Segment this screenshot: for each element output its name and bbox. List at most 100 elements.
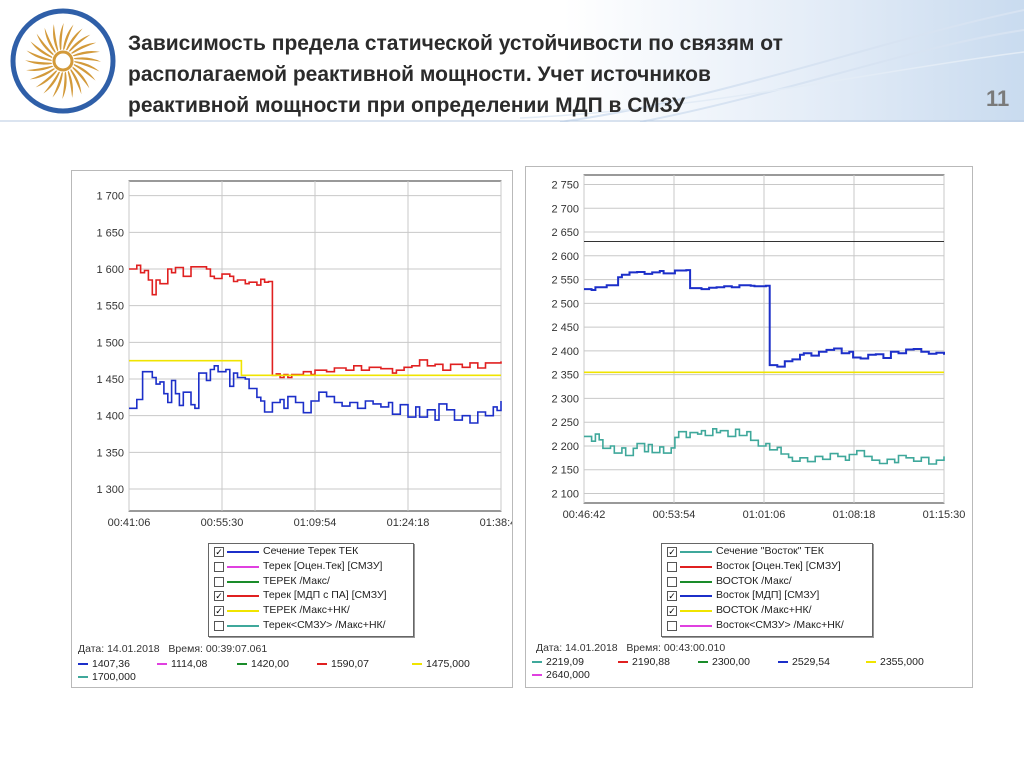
legend-checkbox[interactable]	[214, 561, 224, 572]
legend-checkbox[interactable]	[214, 576, 224, 587]
y-tick-label: 2 450	[551, 322, 579, 334]
legend-item[interactable]: ✓ Сечение Терек ТЕК	[209, 544, 413, 559]
legend-checkbox[interactable]: ✓	[667, 606, 677, 617]
legend-checkbox[interactable]	[667, 561, 677, 572]
legend-checkbox[interactable]: ✓	[214, 591, 224, 602]
legend-checkbox[interactable]: ✓	[214, 547, 224, 557]
cursor-value: 2640,000	[532, 669, 590, 681]
x-tick-label: 00:53:54	[653, 509, 696, 521]
y-tick-label: 2 350	[551, 370, 579, 382]
cursor-value-text: 2219,09	[546, 656, 584, 668]
legend-item[interactable]: Восток<СМЗУ> /Макс+НК/	[662, 618, 872, 633]
y-tick-label: 1 600	[96, 264, 124, 276]
x-tick-label: 01:09:54	[294, 517, 337, 529]
cursor-value-swatch	[618, 661, 628, 664]
series-line-3	[129, 264, 502, 379]
logo-ray	[35, 70, 58, 88]
cursor-value: 2300,00	[698, 656, 750, 668]
logo-ray	[73, 57, 101, 62]
legend-checkbox[interactable]: ✓	[667, 591, 677, 602]
x-tick-label: 01:15:30	[923, 509, 966, 521]
cursor-value-text: 1407,36	[92, 658, 130, 670]
y-tick-label: 1 350	[96, 447, 124, 459]
cursor-value-text: 1475,000	[426, 658, 470, 670]
legend-item[interactable]: ✓ ВОСТОК /Макс+НК/	[662, 603, 872, 618]
series-line-3	[584, 269, 945, 368]
legend-label: ТЕРЕК /Макс/	[263, 574, 330, 587]
cursor-value-swatch	[412, 663, 422, 666]
legend-swatch	[227, 551, 259, 553]
legend-swatch	[227, 580, 259, 583]
legend-swatch	[680, 551, 712, 553]
logo-ray	[25, 60, 53, 65]
cursor-value-swatch	[78, 663, 88, 666]
legend-item[interactable]: Восток [Оцен.Тек] [СМЗУ]	[662, 559, 872, 574]
legend-item[interactable]: ✓ Сечение "Восток" ТЕК	[662, 544, 872, 559]
legend-item[interactable]: ✓ ТЕРЕК /Макс+НК/	[209, 603, 413, 618]
legend-checkbox[interactable]: ✓	[667, 547, 677, 557]
cursor-value-swatch	[237, 663, 247, 666]
y-tick-label: 2 100	[551, 488, 579, 500]
logo-ray	[30, 41, 53, 59]
cursor-value-text: 2300,00	[712, 656, 750, 668]
cursor-value-swatch	[698, 661, 708, 664]
logo-ray	[53, 24, 59, 52]
logo-ray	[65, 28, 83, 51]
logo-ray	[43, 71, 61, 94]
x-tick-label: 01:24:18	[387, 517, 430, 529]
info-vostok: Дата: 14.01.2018 Время: 00:43:00.010	[536, 642, 725, 654]
legend-label: ВОСТОК /Макс+НК/	[716, 604, 812, 617]
cursor-value: 2190,88	[618, 656, 670, 668]
legend-checkbox[interactable]	[214, 620, 224, 631]
series-line-0	[129, 365, 502, 424]
legend-swatch	[227, 624, 259, 627]
legend-label: Восток [Оцен.Тек] [СМЗУ]	[716, 559, 841, 572]
legend-label: ВОСТОК /Макс/	[716, 574, 792, 587]
date-label: Дата:	[536, 642, 563, 654]
legend-checkbox[interactable]	[667, 620, 677, 631]
cursor-value: 1420,00	[237, 658, 289, 670]
logo-ray	[29, 68, 56, 80]
legend-swatch	[680, 565, 712, 568]
y-tick-label: 2 150	[551, 465, 579, 477]
legend-checkbox[interactable]: ✓	[214, 606, 224, 617]
legend-checkbox[interactable]	[667, 576, 677, 587]
cursor-value: 1114,08	[157, 658, 207, 670]
slide-title: Зависимость предела статической устойчив…	[128, 28, 948, 121]
cursor-value-text: 2355,000	[880, 656, 924, 668]
y-tick-label: 2 750	[551, 180, 579, 192]
logo-ray	[26, 65, 54, 71]
y-tick-label: 1 700	[96, 191, 124, 203]
logo-ray	[44, 27, 56, 54]
legend-label: Восток [МДП] [СМЗУ]	[716, 589, 820, 602]
legend-swatch	[680, 610, 712, 613]
legend-item[interactable]: ✓ Восток [МДП] [СМЗУ]	[662, 588, 872, 603]
x-tick-label: 00:41:06	[108, 517, 151, 529]
y-tick-label: 1 400	[96, 411, 124, 423]
y-tick-label: 1 650	[96, 227, 124, 239]
cursor-value: 2529,54	[778, 656, 830, 668]
legend-item[interactable]: ВОСТОК /Макс/	[662, 574, 872, 589]
legend-label: Сечение Терек ТЕК	[263, 545, 359, 557]
cursor-value-text: 1420,00	[251, 658, 289, 670]
cursor-value-text: 1700,000	[92, 671, 136, 683]
legend-item[interactable]: Терек<СМЗУ> /Макс+НК/	[209, 618, 413, 633]
legend-item[interactable]: ✓ Терек [МДП с ПА] [СМЗУ]	[209, 588, 413, 603]
logo-ray	[36, 33, 54, 56]
legend-swatch	[680, 580, 712, 583]
y-tick-label: 1 550	[96, 301, 124, 313]
legend-swatch	[227, 610, 259, 613]
cursor-value: 1700,000	[78, 671, 136, 683]
time-label: Время:	[626, 642, 661, 654]
legend-item[interactable]: Терек [Оцен.Тек] [СМЗУ]	[209, 559, 413, 574]
cursor-value-swatch	[532, 661, 542, 664]
legend-item[interactable]: ТЕРЕК /Макс/	[209, 574, 413, 589]
cursor-value-text: 2190,88	[632, 656, 670, 668]
series-line-4	[129, 359, 501, 377]
y-tick-label: 2 600	[551, 251, 579, 263]
chart-panel-terek: 1 700 1 650 1 600 1 550 1 500 1 450 1 400 1 350…	[71, 170, 513, 688]
legend-swatch	[680, 624, 712, 627]
legend-label: Терек [МДП с ПА] [СМЗУ]	[263, 589, 387, 602]
y-tick-label: 2 400	[551, 346, 579, 358]
legend-swatch	[227, 565, 259, 568]
